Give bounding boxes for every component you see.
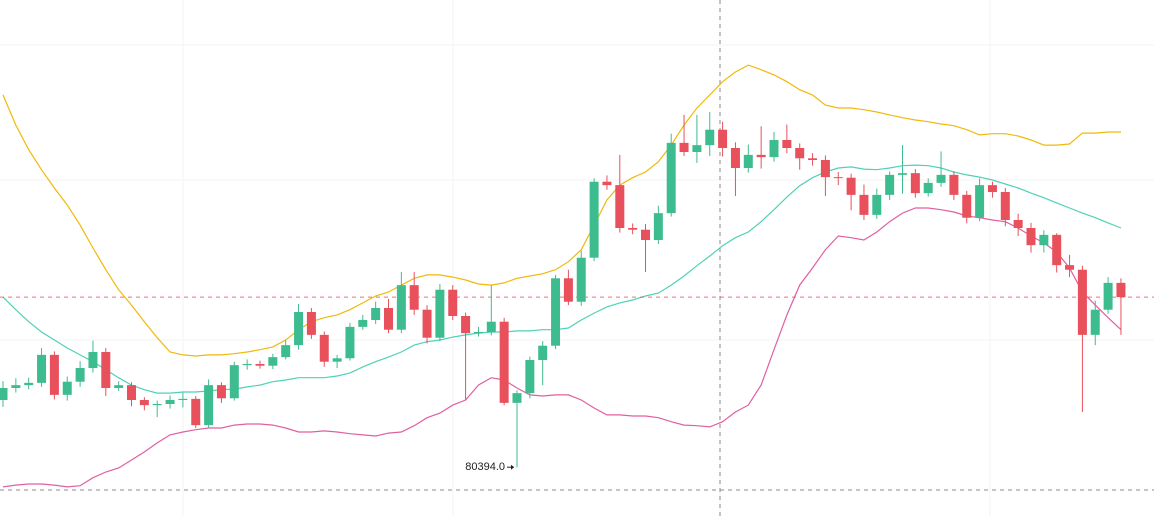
candle-body xyxy=(1013,220,1023,228)
candle-body xyxy=(371,308,381,320)
annotations: 80394.0 xyxy=(465,461,514,473)
candle-body xyxy=(422,309,432,338)
candle-body xyxy=(987,185,997,192)
candle-body xyxy=(756,154,766,158)
candle-body xyxy=(718,129,728,148)
candle-body xyxy=(448,289,458,316)
candle-body xyxy=(1065,265,1075,270)
candle-body xyxy=(538,345,548,360)
candle-body xyxy=(589,181,599,258)
candle-body xyxy=(152,404,162,406)
candle-body xyxy=(1077,269,1087,335)
candle-body xyxy=(1103,282,1113,310)
candle-body xyxy=(396,285,406,330)
candle-body xyxy=(563,278,573,302)
band-line xyxy=(2,64,1121,357)
candle-body xyxy=(641,229,650,240)
candle-body xyxy=(435,289,445,338)
candle-body xyxy=(808,158,818,160)
candle-body xyxy=(923,182,933,194)
candle-body xyxy=(384,308,393,330)
candle-body xyxy=(409,285,419,310)
candle-body xyxy=(204,385,214,426)
annotation-arrowhead xyxy=(511,464,514,470)
candle-body xyxy=(216,385,226,399)
candle-body xyxy=(242,364,252,366)
candle-body xyxy=(49,354,59,395)
candle-body xyxy=(705,129,715,146)
candle-body xyxy=(255,364,265,366)
candle-body xyxy=(473,332,483,334)
candle-body xyxy=(358,320,368,327)
candle-body xyxy=(486,321,496,332)
candle-body xyxy=(178,398,188,400)
candle-body xyxy=(936,174,946,183)
candle-body xyxy=(551,278,561,346)
candle-body xyxy=(24,382,34,386)
candle-body xyxy=(885,174,895,195)
candle-body xyxy=(679,142,689,152)
candle-body xyxy=(1052,234,1062,266)
candle-body xyxy=(975,185,985,218)
candle-body xyxy=(666,142,676,214)
candle-body xyxy=(1039,234,1049,246)
candle-body xyxy=(846,177,856,195)
candle-body xyxy=(1116,282,1126,298)
candle-body xyxy=(949,174,959,195)
candle-body xyxy=(602,181,612,186)
candle-body xyxy=(75,368,85,382)
candle-body xyxy=(525,360,535,394)
candle-body xyxy=(229,365,239,399)
candle-body xyxy=(628,228,638,230)
candle-body xyxy=(872,194,882,215)
candle-body xyxy=(1026,228,1036,246)
candle-body xyxy=(859,194,869,215)
candle-body xyxy=(692,145,702,152)
candle-body xyxy=(88,352,98,368)
candle-body xyxy=(0,388,8,400)
candle-body xyxy=(512,393,522,403)
candle-body xyxy=(127,385,136,400)
low-annotation: 80394.0 xyxy=(465,461,505,473)
candle-body xyxy=(1090,309,1100,335)
candle-body xyxy=(1000,192,1010,220)
band-line xyxy=(2,207,1122,488)
candle-body xyxy=(730,148,740,168)
candle-body xyxy=(833,177,843,179)
candle-body xyxy=(345,326,355,359)
candle-body xyxy=(294,312,304,346)
candle-body xyxy=(898,173,907,175)
candle-body xyxy=(319,334,329,362)
candle-body xyxy=(653,213,663,240)
candle-body xyxy=(191,398,201,426)
candle-body xyxy=(268,357,278,366)
candle-body xyxy=(332,358,342,362)
candle-body xyxy=(962,194,972,218)
candle-body xyxy=(499,321,509,403)
candle-body xyxy=(910,173,920,194)
candle-body xyxy=(114,385,124,388)
candle-body xyxy=(615,185,625,228)
candle-body xyxy=(782,140,792,148)
band-line xyxy=(2,164,1122,394)
candle-body xyxy=(139,400,149,406)
candle-body xyxy=(461,316,471,334)
candle-body xyxy=(37,354,47,383)
candle-body xyxy=(743,154,753,168)
candles xyxy=(0,112,1126,468)
candle-body xyxy=(306,312,316,335)
candle-body xyxy=(11,385,21,388)
candle-body xyxy=(165,400,175,404)
candle-body xyxy=(101,352,111,388)
candle-body xyxy=(769,140,779,158)
candle-body xyxy=(795,148,805,159)
candle-body xyxy=(281,345,291,358)
candle-body xyxy=(576,257,586,302)
candle-body xyxy=(62,381,72,395)
candle-body xyxy=(820,160,830,178)
